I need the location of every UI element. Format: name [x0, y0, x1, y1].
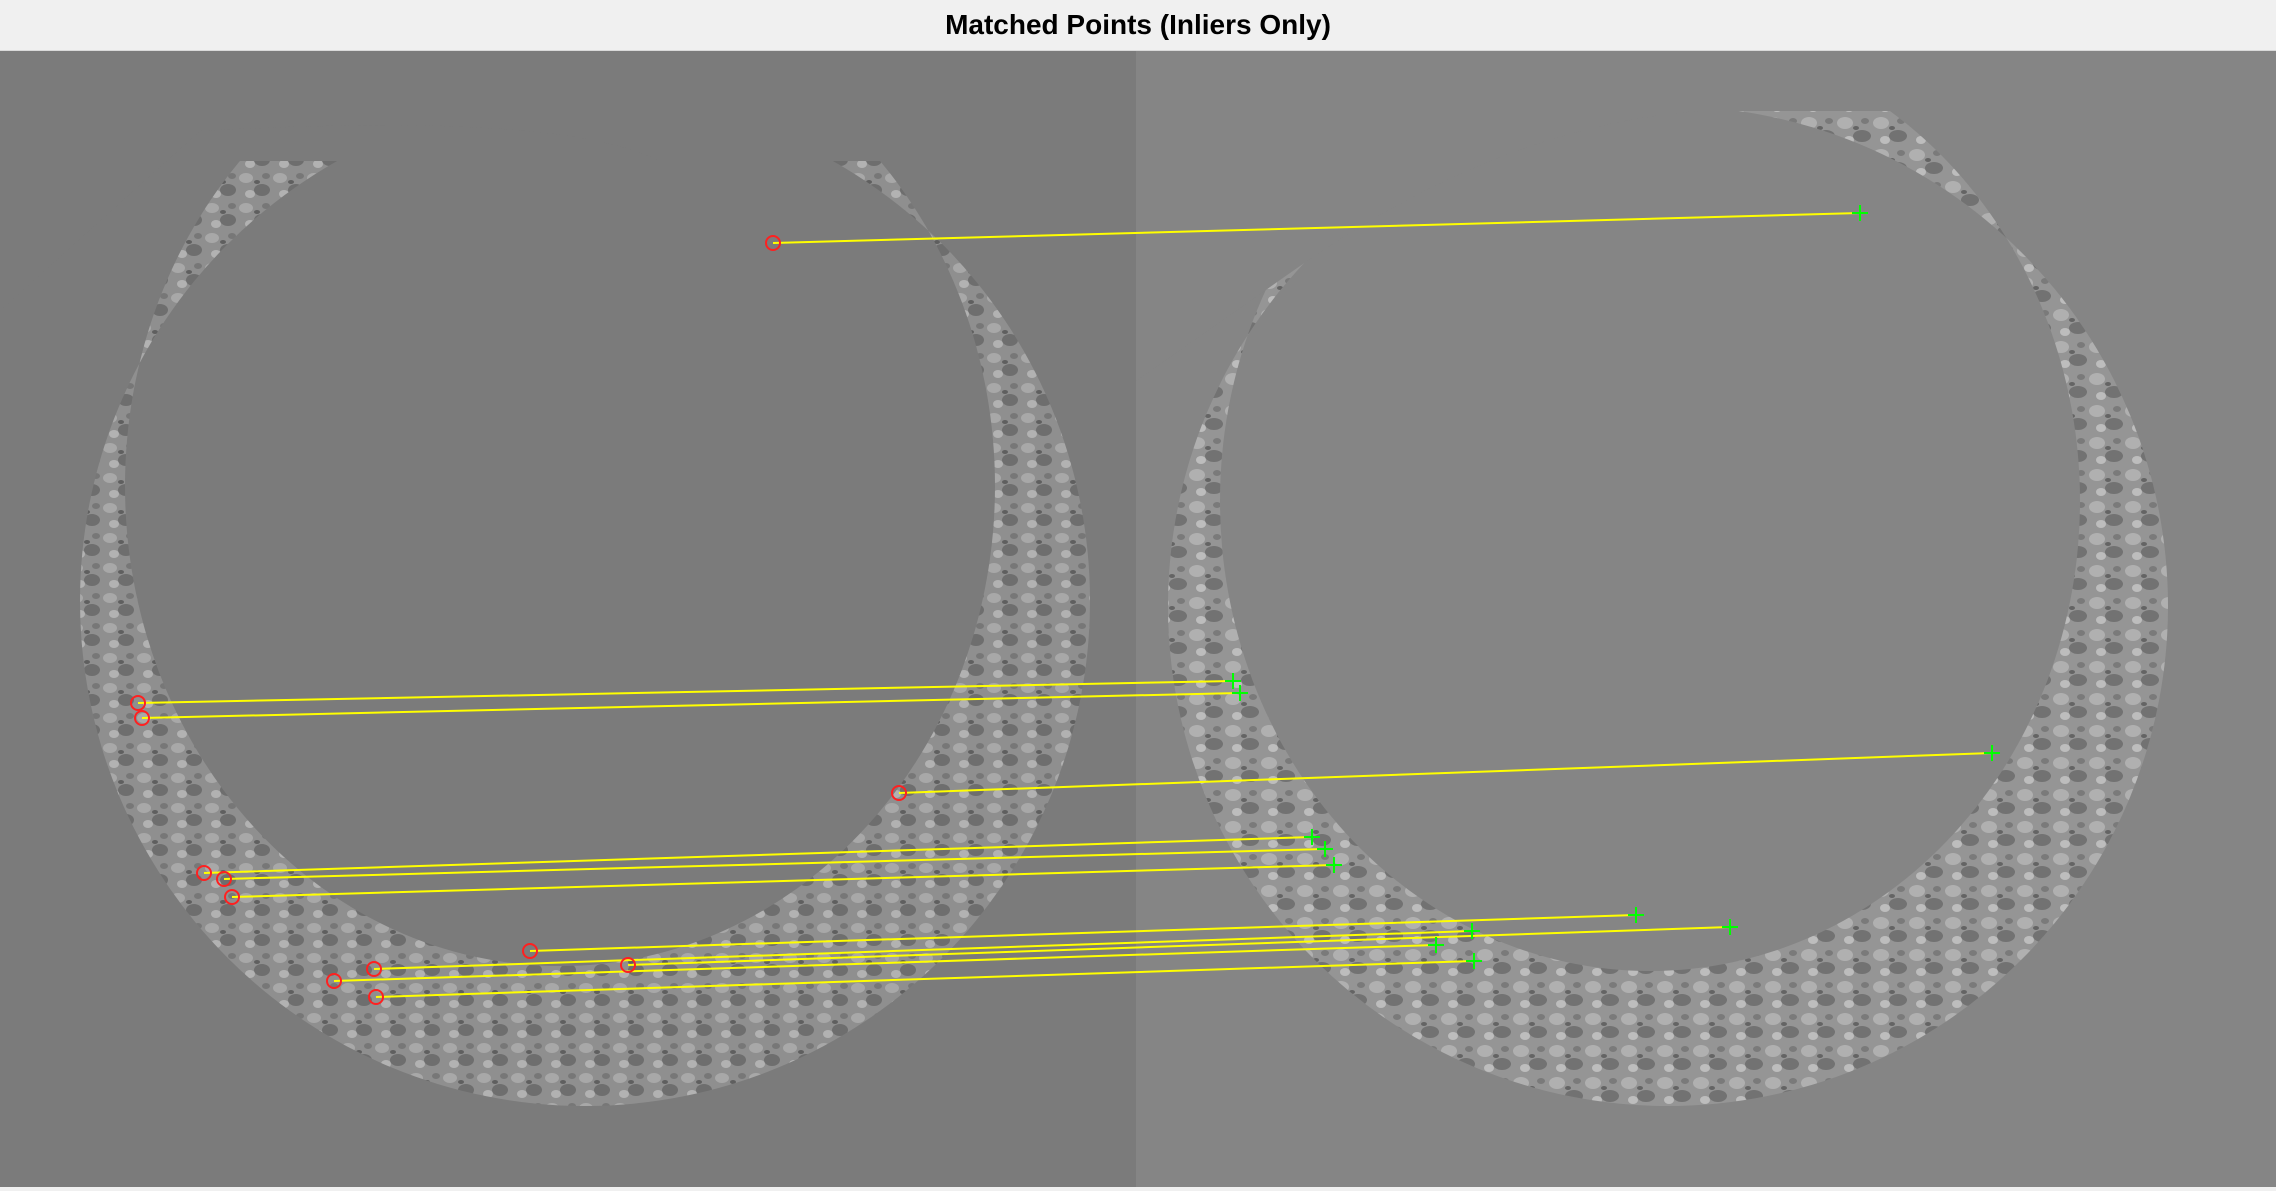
right-match-marker	[1852, 205, 1868, 221]
left-match-marker	[130, 695, 146, 711]
right-match-marker	[1722, 919, 1738, 935]
left-crescent	[0, 51, 1136, 1106]
left-match-marker	[196, 865, 212, 881]
right-match-marker	[1326, 857, 1342, 873]
match-line	[898, 752, 1993, 794]
match-line	[333, 944, 1437, 982]
right-match-marker	[1984, 745, 2000, 761]
match-lines	[137, 212, 1993, 998]
bottom-strip	[0, 1187, 2276, 1191]
right-markers	[1225, 205, 2000, 969]
right-match-marker	[1232, 685, 1248, 701]
left-match-marker	[366, 961, 382, 977]
match-line	[375, 960, 1475, 998]
right-match-marker	[1628, 907, 1644, 923]
left-match-marker	[216, 871, 232, 887]
right-crescent	[1136, 51, 2276, 1106]
left-match-marker	[522, 943, 538, 959]
right-match-marker	[1225, 673, 1241, 689]
match-line	[231, 864, 1335, 898]
right-match-marker	[1304, 829, 1320, 845]
match-line	[223, 848, 1326, 880]
left-match-marker	[326, 973, 342, 989]
left-match-marker	[224, 889, 240, 905]
left-match-marker	[368, 989, 384, 1005]
match-line	[529, 914, 1637, 952]
right-match-marker	[1317, 841, 1333, 857]
left-match-marker	[765, 235, 781, 251]
matched-points-image	[0, 51, 2276, 1188]
left-match-marker	[891, 785, 907, 801]
match-line	[137, 680, 1234, 704]
match-line	[203, 836, 1313, 874]
figure-title: Matched Points (Inliers Only)	[945, 9, 1331, 40]
right-match-marker	[1428, 937, 1444, 953]
match-line	[373, 930, 1473, 970]
left-match-marker	[620, 957, 636, 973]
right-match-marker	[1464, 923, 1480, 939]
match-line	[141, 692, 1241, 719]
figure-title-bar: Matched Points (Inliers Only)	[0, 0, 2276, 50]
axes-area	[0, 50, 2276, 1188]
left-markers	[130, 235, 907, 1005]
right-match-marker	[1466, 953, 1482, 969]
match-line	[772, 212, 1861, 244]
left-match-marker	[134, 710, 150, 726]
match-line	[627, 926, 1731, 966]
